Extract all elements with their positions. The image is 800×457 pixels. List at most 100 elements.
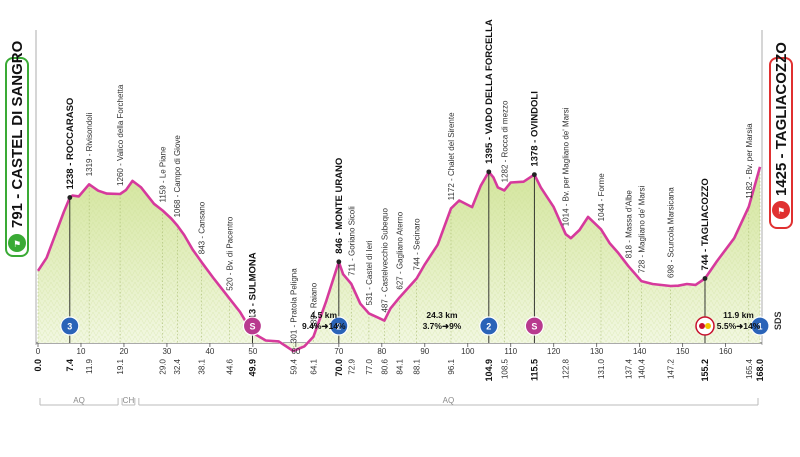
place-label: 1319 - Rivisondoli	[85, 112, 94, 176]
x-tick-label: 80	[377, 347, 386, 356]
km-label: 70.0	[334, 359, 344, 377]
place-label: 1238 - ROCCARASO	[65, 98, 76, 190]
km-label: 131.0	[597, 358, 606, 379]
finish-flag-glyph: ⚑	[777, 207, 785, 217]
climb-length: 4.5 km	[311, 310, 338, 320]
start-flag-icon	[8, 234, 26, 252]
x-tick-label: 30	[162, 347, 171, 356]
place-label: 1282 - Rocca di mezzo	[500, 100, 509, 182]
x-tick-label: 50	[248, 347, 257, 356]
kom-badge-7.4	[60, 316, 80, 336]
red-bull-icon-dot	[704, 323, 711, 329]
start-badge-box	[5, 57, 29, 257]
region-label: AQ	[73, 396, 85, 405]
x-tick-label: 110	[504, 347, 517, 356]
marker-label: 2	[486, 321, 491, 331]
place-label: 1068 - Campo di Giove	[173, 135, 182, 218]
climb-grade: 5.5%➜14%	[717, 321, 761, 331]
x-tick-label: 120	[547, 347, 561, 356]
km-label: 49.9	[247, 359, 257, 377]
km-label: 77.0	[365, 358, 374, 374]
x-tick-label: 40	[205, 347, 214, 356]
km-label: 29.0	[159, 358, 168, 374]
marker-label: 2	[336, 321, 341, 331]
finish-badge-box	[769, 57, 793, 229]
place-label: 627 - Gagliano Aterno	[395, 211, 404, 289]
km-label: 140.4	[637, 358, 646, 379]
point-dot-104.9	[486, 169, 492, 175]
place-label: 487 - Castelvecchio Subequo	[380, 207, 389, 312]
place-label: 531 - Castel di Ieri	[365, 240, 374, 305]
km-label: 155.2	[700, 359, 710, 382]
place-label: 843 - Cansano	[198, 201, 207, 254]
place-label: 1014 - Bv. per Magliano de' Marsi	[562, 107, 571, 226]
start-label: 791 - CASTEL DI SANGRO	[9, 40, 26, 228]
place-label: 1159 - Le Piane	[159, 146, 168, 202]
place-label: 1395 - VADO DELLA FORCELLA	[484, 19, 495, 164]
finish-badge: ⚑ 1425 - TAGLIACOZZO	[769, 42, 793, 229]
place-label: 744 - TAGLIACOZZO	[700, 178, 711, 270]
climb-length: 24.3 km	[426, 310, 458, 320]
x-tick-label: 160	[719, 347, 733, 356]
km-label: 7.4	[65, 359, 75, 372]
x-tick-label: 100	[461, 347, 475, 356]
kom-badge-168	[750, 316, 770, 336]
x-tick-label: 150	[676, 347, 690, 356]
point-dot-70	[336, 259, 342, 265]
point-dot-155.2	[702, 276, 708, 281]
climb-grade: 3.7%➜9%	[423, 321, 462, 331]
km-label: 108.5	[500, 358, 509, 379]
place-label: 1044 - Forme	[597, 173, 606, 222]
place-label: 744 - Secinaro	[413, 218, 422, 271]
km-label: 168.0	[755, 359, 765, 382]
point-dot-115.5	[531, 172, 537, 178]
km-label: 64.1	[309, 358, 318, 374]
place-label: 389 - Raiano	[309, 282, 318, 328]
x-tick-label: 140	[633, 347, 647, 356]
region-label: AQ	[443, 396, 455, 405]
profile-layer: 1238 - ROCCARASO 1319 - Rivisondoli 1260 -…	[36, 19, 770, 353]
place-label: 1172 - Chalet del Sirente	[447, 112, 456, 200]
marker-label: 1	[757, 321, 762, 331]
km-label: 137.4	[624, 358, 633, 379]
start-flag-glyph: ⚑	[13, 240, 21, 250]
red-bull-icon-dot	[698, 323, 705, 329]
x-tick-label: 10	[77, 347, 86, 356]
kom-badge-70	[329, 316, 349, 336]
place-label: 413 - SULMONA	[247, 252, 258, 324]
start-badge: ⚑ 791 - CASTEL DI SANGRO	[5, 40, 29, 257]
marker-label: 3	[67, 321, 72, 331]
km-label: 59.4	[289, 358, 298, 374]
km-label: 84.1	[395, 358, 404, 374]
sprint-badge-49.9	[242, 316, 263, 336]
km-label: 147.2	[667, 358, 676, 379]
finish-flag-icon	[772, 201, 790, 219]
place-label: 1182 - Bv. per Marsia	[745, 123, 754, 199]
finish-label: 1425 - TAGLIACOZZO	[773, 42, 790, 196]
km-label: 80.6	[380, 358, 389, 374]
km-label: 72.9	[347, 358, 356, 374]
km-label: 96.1	[447, 358, 456, 374]
km-label: 38.1	[198, 358, 207, 374]
region-label: CH	[123, 396, 135, 405]
kom-badge-104.9	[479, 316, 499, 336]
place-label: 520 - Bv. di Pacentro	[226, 216, 235, 291]
x-axis: 0 10 20 30 40 50 60 70 80 90 100 110 120 130 140 150 160…	[33, 343, 765, 382]
region-bar: AQ CH AQ	[39, 396, 759, 406]
km-label: 115.5	[529, 359, 539, 381]
place-label: 301 - Pratola Peligna	[289, 268, 298, 343]
km-label: 88.1	[413, 358, 422, 374]
profile-texture	[38, 166, 760, 351]
km-label: 104.9	[484, 359, 494, 382]
km-label: 165.4	[745, 358, 754, 379]
x-tick-label: 90	[420, 347, 429, 356]
marker-label: S	[531, 321, 537, 331]
place-label: 711 - Goriano Sicoli	[347, 206, 356, 276]
km-label: 44.6	[226, 358, 235, 374]
point-dot-7.4	[67, 195, 73, 200]
x-tick-label: 130	[590, 347, 604, 356]
x-tick-label: 60	[291, 347, 300, 356]
climb-length: 11.9 km	[723, 310, 754, 320]
x-tick-label: 70	[334, 347, 343, 356]
